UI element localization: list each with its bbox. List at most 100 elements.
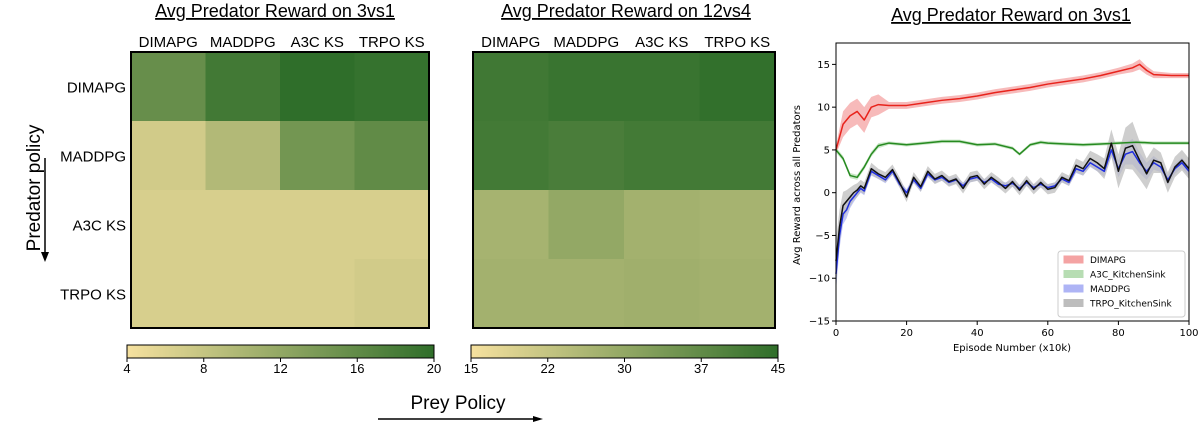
column-label: TRPO KS (359, 34, 425, 51)
heatmap-12vs4-colorbar-ticks: 15 22 30 37 45 (464, 358, 785, 376)
line-chart-3vs1: Avg Predator Reward on 3vs1 0 20 40 60 80 100… (792, 5, 1199, 354)
line-chart-frame (835, 42, 1190, 322)
heatmap-cell (548, 190, 625, 260)
series-line (835, 63, 1189, 151)
heatmap-cell (699, 259, 776, 329)
legend-swatch (1063, 270, 1084, 278)
heatmap-cell (354, 52, 430, 122)
y-tick-label: −10 (809, 274, 830, 285)
legend-label: DIMAPG (1090, 256, 1126, 266)
heatmap-12vs4-column-labels: DIMAPG MADDPG A3C KS TRPO KS (481, 34, 770, 51)
heatmap-12vs4: Avg Predator Reward on 12vs4 DIMAPG MADDP… (464, 1, 785, 376)
legend-label: MADDPG (1090, 285, 1130, 295)
line-chart-title: Avg Predator Reward on 3vs1 (891, 5, 1131, 25)
x-tick-label: 20 (900, 328, 913, 339)
heatmap-12vs4-title: Avg Predator Reward on 12vs4 (501, 1, 751, 21)
legend-swatch (1063, 255, 1084, 264)
heatmap-cell (548, 259, 625, 329)
colorbar-tick-label: 45 (771, 361, 785, 376)
column-label: A3C KS (635, 34, 688, 51)
x-tick-label: 100 (1179, 328, 1198, 339)
y-tick-label: 15 (817, 60, 830, 71)
heatmap-cell (280, 259, 355, 329)
x-tick-label: 60 (1041, 328, 1054, 339)
heatmap-cell (131, 259, 206, 329)
colorbar-tick-label: 20 (427, 361, 441, 376)
y-tick-label: −15 (809, 317, 830, 328)
heatmap-cell (205, 190, 281, 260)
x-tick-label: 80 (1112, 328, 1125, 339)
predator-policy-arrowhead (41, 252, 49, 262)
heatmap-cell (205, 52, 281, 122)
series-line (835, 142, 1190, 262)
colorbar-tick-label: 30 (617, 361, 631, 376)
heatmap-3vs1-column-labels: DIMAPG MADDPG A3C KS TRPO KS (139, 34, 425, 51)
series-band (836, 121, 1189, 283)
colorbar-tick-label: 22 (541, 361, 555, 376)
heatmap-cell (354, 121, 430, 191)
y-tick-label: 10 (817, 103, 830, 114)
heatmap-cell (280, 121, 355, 191)
legend-swatch (1063, 299, 1084, 307)
heatmap-cell (473, 52, 549, 122)
heatmap-3vs1-cells (131, 52, 430, 329)
column-label: DIMAPG (139, 34, 198, 51)
heatmap-cell (354, 190, 430, 260)
heatmap-3vs1: Avg Predator Reward on 3vs1 DIMAPG MADDPG… (60, 1, 441, 376)
colorbar-tick-label: 4 (123, 361, 130, 376)
colorbar-tick-label: 8 (200, 361, 207, 376)
line-chart-legend: DIMAPG A3C_KitchenSink MADDPG TRPO_KitchenS… (1057, 250, 1186, 318)
legend-swatch (1063, 284, 1084, 293)
heatmap-cell (280, 52, 355, 122)
legend-label: TRPO_KitchenSink (1089, 300, 1173, 310)
heatmap-cell (699, 52, 776, 122)
heatmap-3vs1-colorbar-ticks: 4 8 12 16 20 (123, 358, 441, 376)
heatmap-3vs1-colorbar (126, 344, 435, 359)
series-line (835, 140, 1189, 179)
line-chart-series (835, 63, 1190, 275)
column-label: MADDPG (553, 34, 619, 51)
y-tick-label: −5 (815, 231, 830, 242)
line-chart-x-label: Episode Number (x10k) (953, 343, 1071, 354)
legend-box (1057, 250, 1186, 318)
heatmap-cell (624, 259, 700, 329)
heatmap-3vs1-frame (130, 51, 430, 329)
heatmap-12vs4-colorbar (470, 344, 779, 359)
y-tick-label: 0 (824, 188, 830, 199)
heatmap-cell (280, 190, 355, 260)
line-chart-y-label: Avg Reward across all Predators (792, 105, 803, 265)
heatmap-cell (131, 52, 206, 122)
heatmap-cell (548, 52, 625, 122)
legend-label: A3C_KitchenSink (1090, 271, 1166, 281)
heatmap-cell (205, 259, 281, 329)
heatmap-cell (699, 190, 776, 260)
heatmap-12vs4-frame (472, 51, 776, 329)
heatmap-cell (131, 121, 206, 191)
heatmap-cell (473, 190, 549, 260)
series-band (836, 59, 1189, 155)
prey-policy-arrowhead (533, 416, 543, 422)
x-tick-label: 40 (971, 328, 984, 339)
heatmap-3vs1-row-labels: DIMAPG MADDPG A3C KS TRPO KS (60, 80, 126, 304)
row-label: A3C KS (73, 218, 126, 235)
prey-policy-label: Prey Policy (410, 393, 506, 414)
column-label: MADDPG (210, 34, 276, 51)
colorbar-tick-label: 16 (350, 361, 364, 376)
heatmap-3vs1-title: Avg Predator Reward on 3vs1 (155, 1, 395, 21)
row-label: DIMAPG (67, 80, 126, 97)
heatmap-cell (131, 190, 206, 260)
heatmap-cell (473, 121, 549, 191)
row-label: MADDPG (60, 149, 126, 166)
heatmap-cell (699, 121, 776, 191)
y-tick-label: 5 (824, 145, 830, 156)
heatmap-cell (624, 190, 700, 260)
heatmap-cell (548, 121, 625, 191)
heatmap-cell (473, 259, 549, 329)
predator-policy-label: Predator policy (24, 124, 45, 251)
column-label: TRPO KS (704, 34, 770, 51)
heatmap-cell (624, 121, 700, 191)
heatmap-cell (624, 52, 700, 122)
column-label: DIMAPG (481, 34, 540, 51)
colorbar-tick-label: 37 (694, 361, 708, 376)
